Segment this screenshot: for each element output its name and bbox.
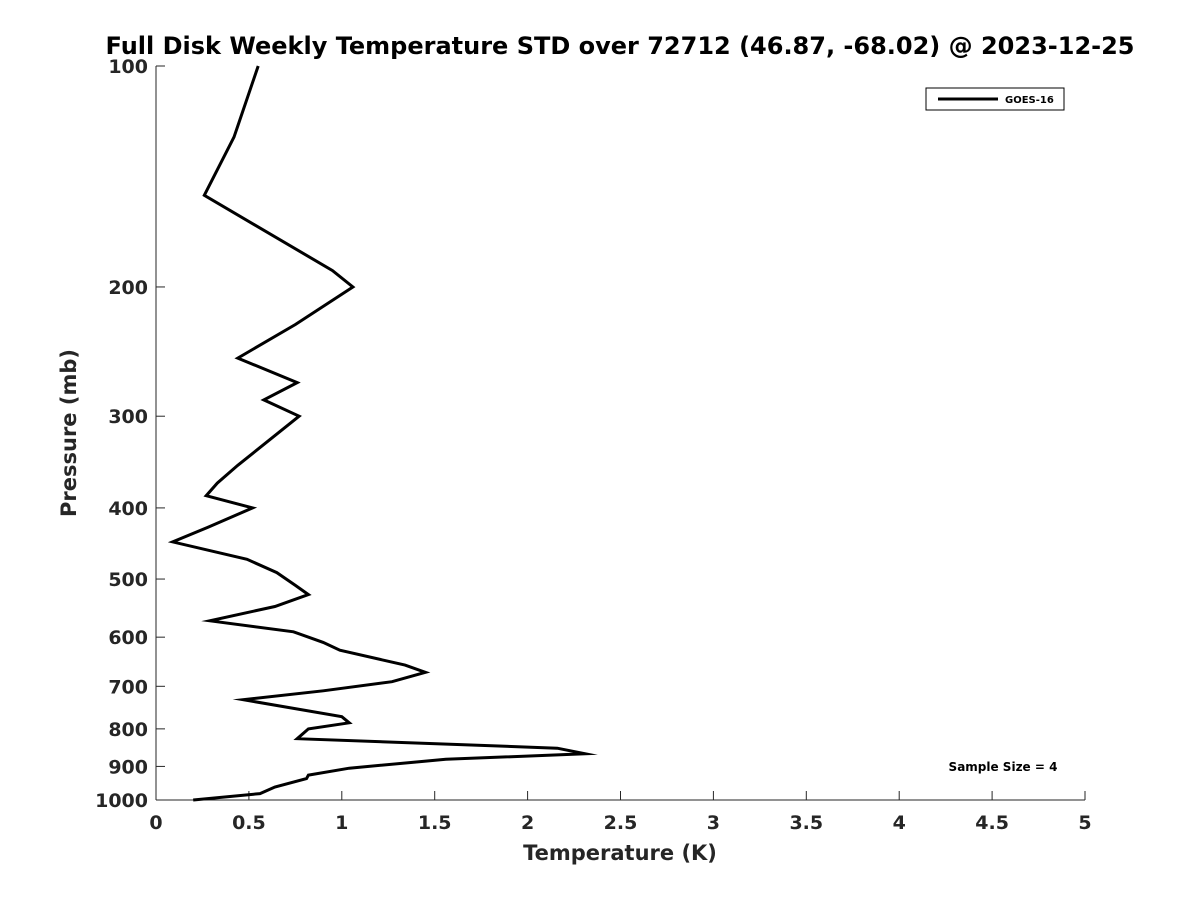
x-tick-label: 0.5 — [232, 812, 266, 834]
series-line-goes-16 — [167, 65, 598, 802]
sample-size-annotation: Sample Size = 4 — [949, 760, 1058, 774]
x-tick-label: 1.5 — [418, 812, 452, 834]
legend: GOES-16 — [925, 87, 1065, 111]
series-group — [167, 65, 598, 802]
x-ticks: 0 0.5 1 1.5 2 2.5 3 3.5 4 4.5 5 — [149, 791, 1092, 834]
x-tick-label: 5 — [1078, 812, 1091, 834]
x-tick-label: 2.5 — [604, 812, 638, 834]
y-tick-label: 400 — [108, 498, 148, 520]
y-tick-label: 100 — [108, 56, 148, 78]
x-tick-label: 0 — [149, 812, 162, 834]
y-tick-label: 900 — [108, 756, 148, 778]
y-tick-label: 300 — [108, 406, 148, 428]
chart-title: Full Disk Weekly Temperature STD over 72… — [106, 32, 1135, 60]
y-tick-label: 200 — [108, 277, 148, 299]
y-tick-label: 1000 — [95, 790, 148, 812]
y-tick-label: 800 — [108, 719, 148, 741]
x-tick-label: 4.5 — [975, 812, 1009, 834]
x-tick-label: 1 — [335, 812, 348, 834]
y-tick-label: 600 — [108, 627, 148, 649]
x-tick-label: 4 — [893, 812, 906, 834]
y-axis-label: Pressure (mb) — [57, 349, 81, 517]
x-axis-label: Temperature (K) — [523, 841, 717, 865]
y-tick-label: 500 — [108, 569, 148, 591]
x-tick-label: 3.5 — [789, 812, 823, 834]
x-tick-label: 3 — [707, 812, 720, 834]
legend-label: GOES-16 — [1005, 95, 1054, 106]
axes — [155, 66, 1085, 801]
x-tick-label: 2 — [521, 812, 534, 834]
y-tick-label: 700 — [108, 676, 148, 698]
y-ticks: 100 200 300 400 500 600 700 800 900 1000 — [95, 56, 165, 812]
